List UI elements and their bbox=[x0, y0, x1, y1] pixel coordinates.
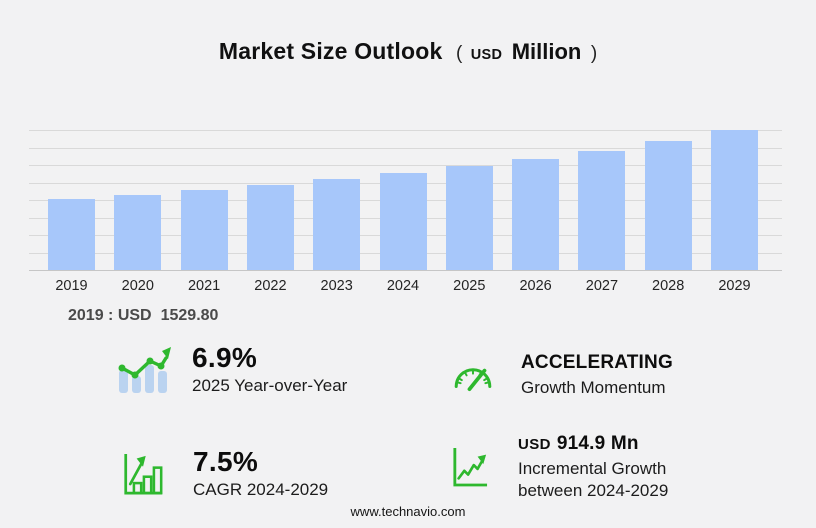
chart-title: Market Size Outlook ( USD Million ) bbox=[0, 38, 816, 65]
line-chart-arrow-icon bbox=[452, 446, 488, 488]
x-axis-label-2026: 2026 bbox=[519, 278, 552, 294]
bar-2028 bbox=[644, 140, 692, 270]
incremental-value: USD 914.9 Mn bbox=[518, 432, 703, 456]
x-axis-label-2024: 2024 bbox=[386, 278, 420, 294]
x-axis-label-2020: 2020 bbox=[121, 278, 154, 294]
stat-incremental-growth: USD 914.9 Mn Incremental Growth between 2… bbox=[452, 432, 703, 503]
gridline bbox=[29, 165, 782, 166]
bar-slot-2020: 2020 bbox=[114, 130, 162, 294]
bar-2020 bbox=[114, 194, 162, 270]
bar-slot-2026: 2026 bbox=[512, 130, 560, 294]
x-axis-label-2019: 2019 bbox=[55, 278, 88, 294]
gridline bbox=[29, 130, 782, 131]
momentum-label: Growth Momentum bbox=[521, 377, 666, 397]
base-year-annotation: 2019 : USD 1529.80 bbox=[68, 307, 218, 325]
bar-slot-2022: 2022 bbox=[246, 130, 294, 294]
bar-2026 bbox=[512, 158, 560, 270]
x-axis-label-2027: 2027 bbox=[585, 278, 619, 294]
base-year-value: 1529.80 bbox=[160, 307, 219, 324]
incremental-amount: 914.9 Mn bbox=[556, 433, 639, 454]
title-close-paren: ) bbox=[590, 43, 598, 64]
stat-growth-momentum: ACCELERATING Growth Momentum bbox=[450, 351, 673, 399]
market-size-bar-chart: 2019 2020 2021 2022 2023 2024 2025 2026 2027 2028… bbox=[29, 130, 782, 294]
bar-2022 bbox=[246, 184, 294, 270]
bar-2029 bbox=[711, 130, 758, 270]
incremental-currency: USD bbox=[518, 436, 551, 453]
yoy-value: 6.9% bbox=[192, 342, 258, 373]
technavio-link[interactable]: www.technavio.com bbox=[350, 504, 466, 519]
bar-slot-2028: 2028 bbox=[644, 130, 692, 294]
gridline bbox=[29, 147, 782, 149]
bar-slot-2024: 2024 bbox=[379, 130, 427, 294]
bar-2024 bbox=[379, 172, 427, 270]
incremental-label: Incremental Growth between 2024-2029 bbox=[518, 458, 669, 501]
bar-slot-2021: 2021 bbox=[180, 130, 228, 294]
bars-trendline-growth-icon bbox=[116, 345, 174, 395]
bar-slot-2025: 2025 bbox=[445, 130, 493, 294]
title-currency: USD bbox=[470, 47, 503, 63]
speedometer-icon bbox=[450, 356, 496, 394]
title-main: Market Size Outlook bbox=[218, 38, 443, 64]
cagr-label: CAGR 2024-2029 bbox=[193, 480, 329, 500]
x-axis-label-2029: 2029 bbox=[718, 278, 751, 294]
bar-slot-2029: 2029 bbox=[711, 130, 758, 294]
x-axis-label-2023: 2023 bbox=[320, 278, 353, 294]
bar-2019 bbox=[48, 199, 95, 270]
bar-2023 bbox=[313, 179, 361, 270]
x-axis-label-2028: 2028 bbox=[652, 278, 685, 294]
x-axis-label-2021: 2021 bbox=[187, 278, 221, 294]
bar-slot-2019: 2019 bbox=[48, 130, 95, 294]
bar-2025 bbox=[445, 165, 493, 270]
bar-slot-2027: 2027 bbox=[578, 130, 626, 294]
base-year-label: 2019 : USD bbox=[68, 307, 152, 324]
title-unit: Million bbox=[511, 39, 582, 64]
bar-2021 bbox=[180, 190, 228, 270]
title-open-paren: ( bbox=[455, 43, 463, 64]
footer: www.technavio.com bbox=[0, 504, 816, 519]
stat-yoy-growth: 6.9% 2025 Year-over-Year bbox=[116, 342, 347, 398]
bar-chart-arrow-icon bbox=[123, 451, 163, 497]
bar-slot-2023: 2023 bbox=[313, 130, 361, 294]
bar-2027 bbox=[578, 150, 626, 270]
momentum-value: ACCELERATING bbox=[521, 352, 673, 373]
x-axis-label-2022: 2022 bbox=[254, 278, 287, 294]
x-axis-label-2025: 2025 bbox=[453, 278, 486, 294]
cagr-value: 7.5% bbox=[193, 446, 259, 477]
stat-cagr: 7.5% CAGR 2024-2029 bbox=[123, 446, 328, 502]
yoy-label: 2025 Year-over-Year bbox=[192, 376, 348, 396]
